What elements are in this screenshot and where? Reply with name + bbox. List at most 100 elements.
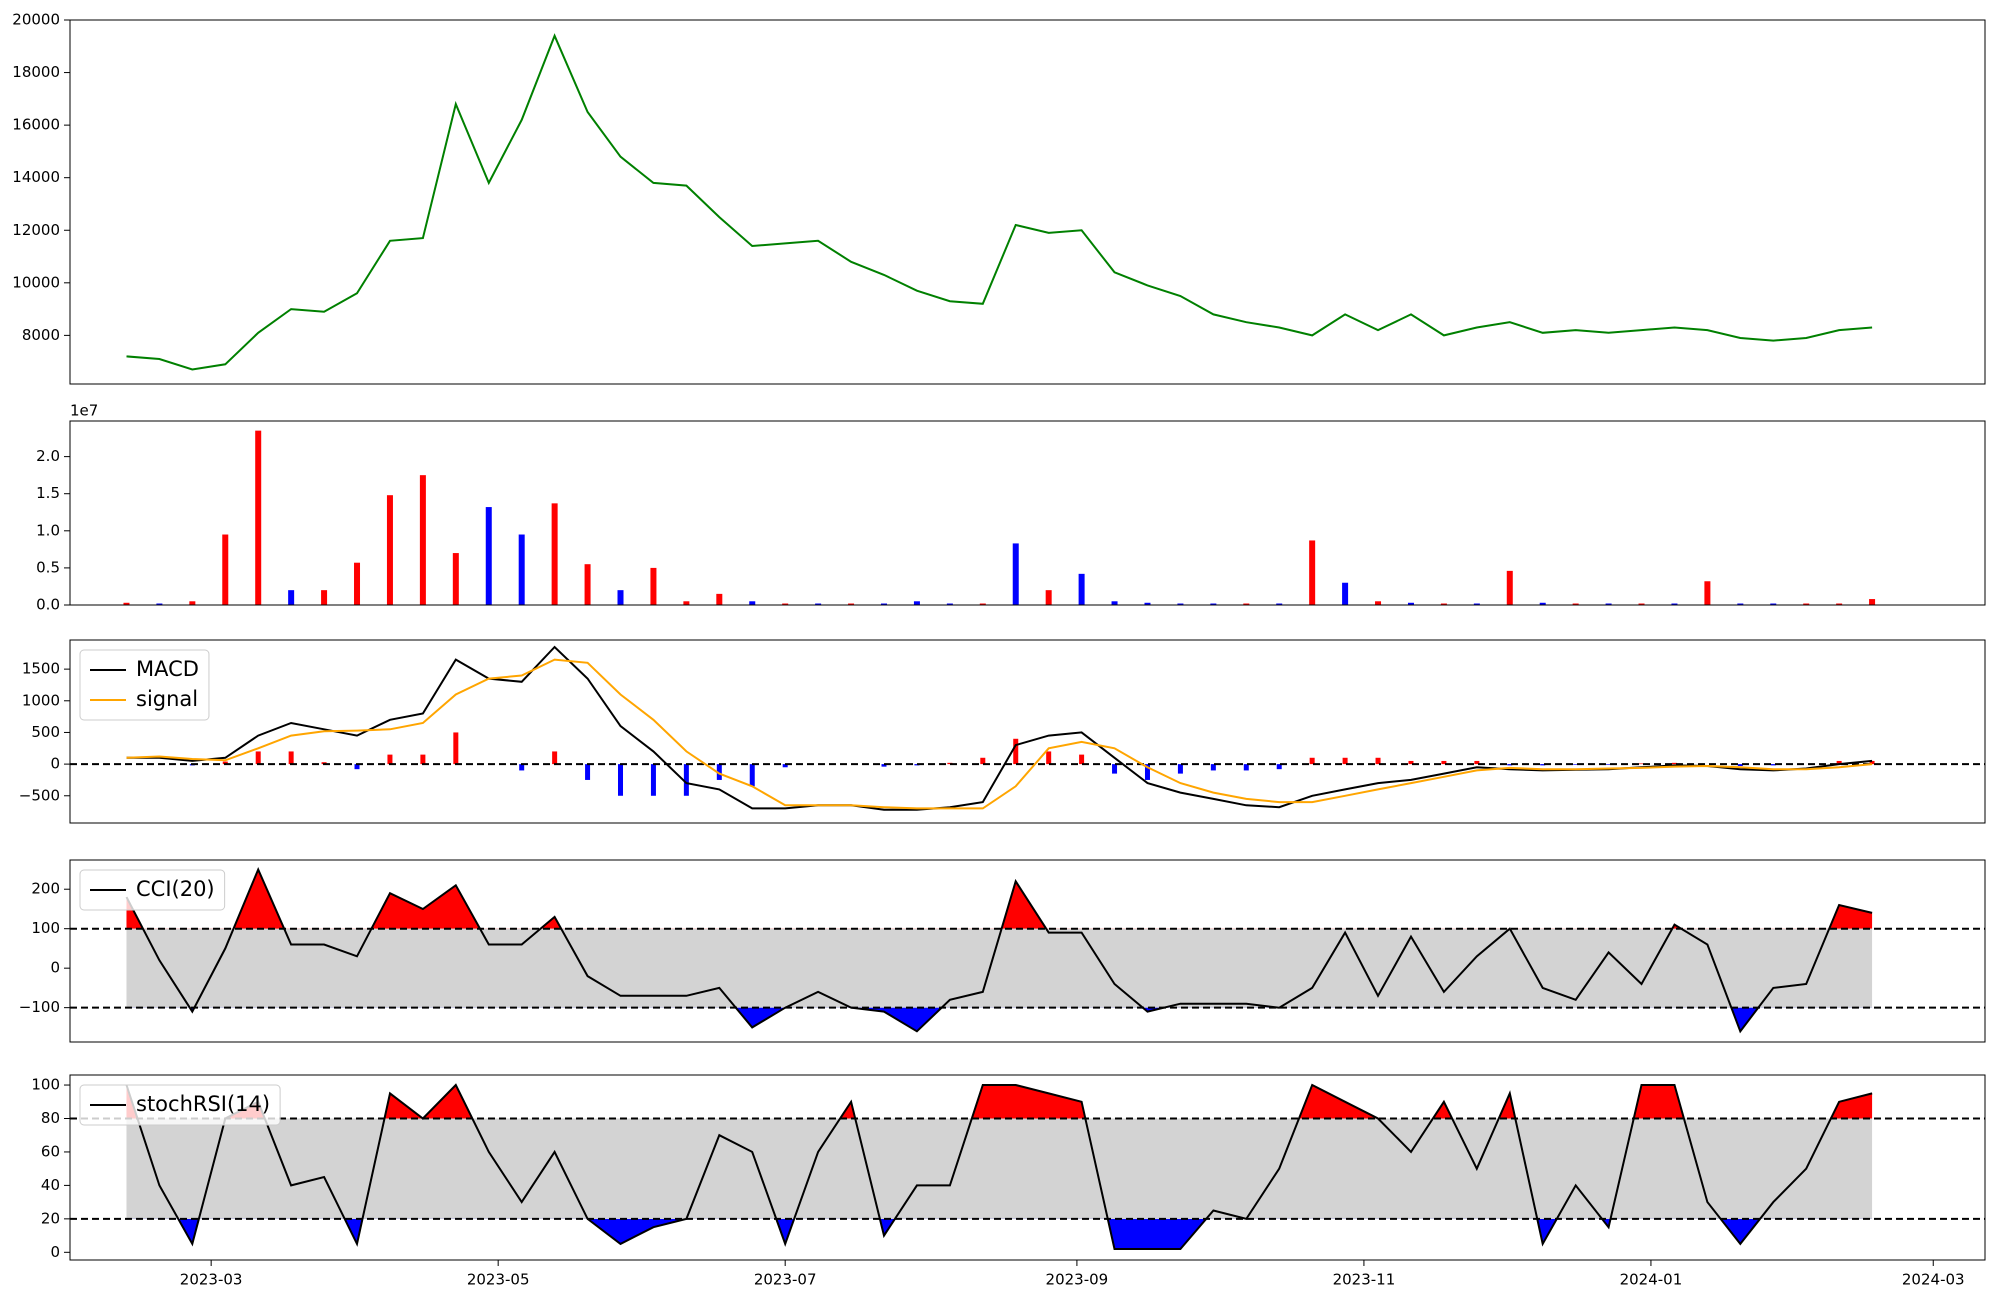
bar	[1638, 603, 1645, 605]
bar	[1605, 603, 1612, 605]
bar	[321, 590, 328, 605]
histogram-bar	[683, 764, 689, 796]
line-series	[125, 866, 1873, 1034]
y-tick-label: 1500	[22, 660, 60, 678]
y-tick-label: 80	[41, 1109, 60, 1127]
bar	[913, 601, 920, 605]
bar	[189, 601, 196, 605]
bar	[1506, 570, 1513, 605]
bar	[386, 495, 393, 605]
band-fill	[126, 928, 1873, 1008]
bar	[551, 503, 558, 605]
histogram-bar	[881, 764, 887, 767]
histogram-bar	[1573, 764, 1579, 765]
plot-area	[70, 866, 1985, 1034]
y-tick-label: 0.0	[36, 596, 60, 614]
histogram-bar	[1474, 760, 1480, 765]
histogram-bar	[1869, 760, 1875, 765]
y-tick-label: 20	[41, 1209, 60, 1227]
bar	[354, 562, 361, 605]
bar	[1671, 603, 1678, 605]
panel-frame	[69, 1074, 1986, 1261]
bar	[1704, 581, 1711, 605]
bar	[1803, 603, 1810, 605]
legend-box	[79, 1084, 281, 1126]
bar	[1869, 599, 1876, 605]
histogram-bar	[387, 754, 393, 765]
histogram-bar	[420, 754, 426, 765]
bar	[255, 430, 262, 605]
histogram-bar	[749, 764, 755, 787]
bar	[1078, 573, 1085, 605]
panel: 0.0 0.5 1.0 1.5 2.0 1e7	[36, 402, 1986, 614]
histogram-bar	[1079, 754, 1085, 765]
x-tick-label: 2023-07	[754, 1271, 817, 1289]
bar	[1210, 603, 1217, 605]
panel: −500 0 500 1000 1500 MACD signal	[19, 639, 1986, 824]
histogram-bar	[1210, 764, 1216, 771]
plot-area	[70, 645, 1985, 811]
histogram-bar	[1013, 738, 1019, 765]
x-tick-label: 2023-05	[467, 1271, 530, 1289]
legend-box	[79, 649, 210, 721]
histogram-bar	[1770, 764, 1776, 766]
y-tick-label: 1.0	[36, 521, 60, 539]
bar	[848, 603, 855, 605]
bar	[1111, 601, 1118, 605]
panel-frame	[69, 639, 1986, 824]
y-tick-label: −100	[19, 998, 60, 1016]
histogram-bar	[1046, 751, 1052, 765]
histogram-bar	[1606, 764, 1612, 765]
histogram-bar	[1144, 764, 1150, 780]
bar	[1440, 603, 1447, 605]
histogram-bar	[1177, 764, 1183, 774]
line-series	[126, 33, 1873, 371]
histogram-bar	[1639, 763, 1645, 765]
bar	[1309, 540, 1316, 605]
x-tick-label: 2024-01	[1620, 1271, 1683, 1289]
bar	[815, 603, 822, 605]
bar	[1407, 602, 1414, 605]
bar	[1342, 582, 1349, 605]
bar	[1473, 603, 1480, 605]
histogram-bar	[1309, 757, 1315, 765]
legend-label: MACD	[136, 657, 199, 681]
legend-label: CCI(20)	[136, 877, 215, 901]
histogram-bar	[222, 761, 228, 765]
legend-label: signal	[136, 687, 198, 711]
panel-frame	[69, 420, 1986, 606]
y-tick-label: −500	[19, 786, 60, 804]
histogram-bar	[1276, 764, 1282, 770]
bar	[1012, 543, 1019, 605]
histogram-bar	[1540, 764, 1546, 766]
bar	[419, 475, 426, 605]
y-tick-label: 10000	[12, 273, 60, 291]
bar	[156, 603, 163, 605]
panel: 8000 10000 12000 14000 16000 18000 20000	[12, 11, 1986, 385]
histogram-bar	[288, 751, 294, 765]
histogram-bar	[980, 757, 986, 765]
above-fill	[126, 1085, 1873, 1119]
bar	[1836, 603, 1843, 605]
y-tick-label: 40	[41, 1176, 60, 1194]
histogram-bar	[650, 764, 656, 796]
y-tick-label: 1.5	[36, 484, 60, 502]
histogram-bar	[914, 764, 920, 766]
bar	[716, 593, 723, 605]
bar	[1045, 590, 1052, 605]
histogram-bar	[255, 751, 261, 765]
panel: −100 0 100 200 CCI(20)	[19, 859, 1986, 1043]
bar	[617, 590, 624, 605]
histogram-bar	[519, 764, 525, 771]
line-series	[126, 645, 1873, 811]
plot-area	[126, 33, 1873, 371]
bar	[979, 603, 986, 605]
panel-frame	[69, 859, 1986, 1043]
histogram-bar	[1112, 764, 1118, 774]
legend-box	[79, 869, 226, 911]
bar	[782, 603, 789, 605]
histogram-bar	[716, 764, 722, 780]
histogram-bar	[453, 732, 459, 765]
bar	[518, 534, 525, 605]
